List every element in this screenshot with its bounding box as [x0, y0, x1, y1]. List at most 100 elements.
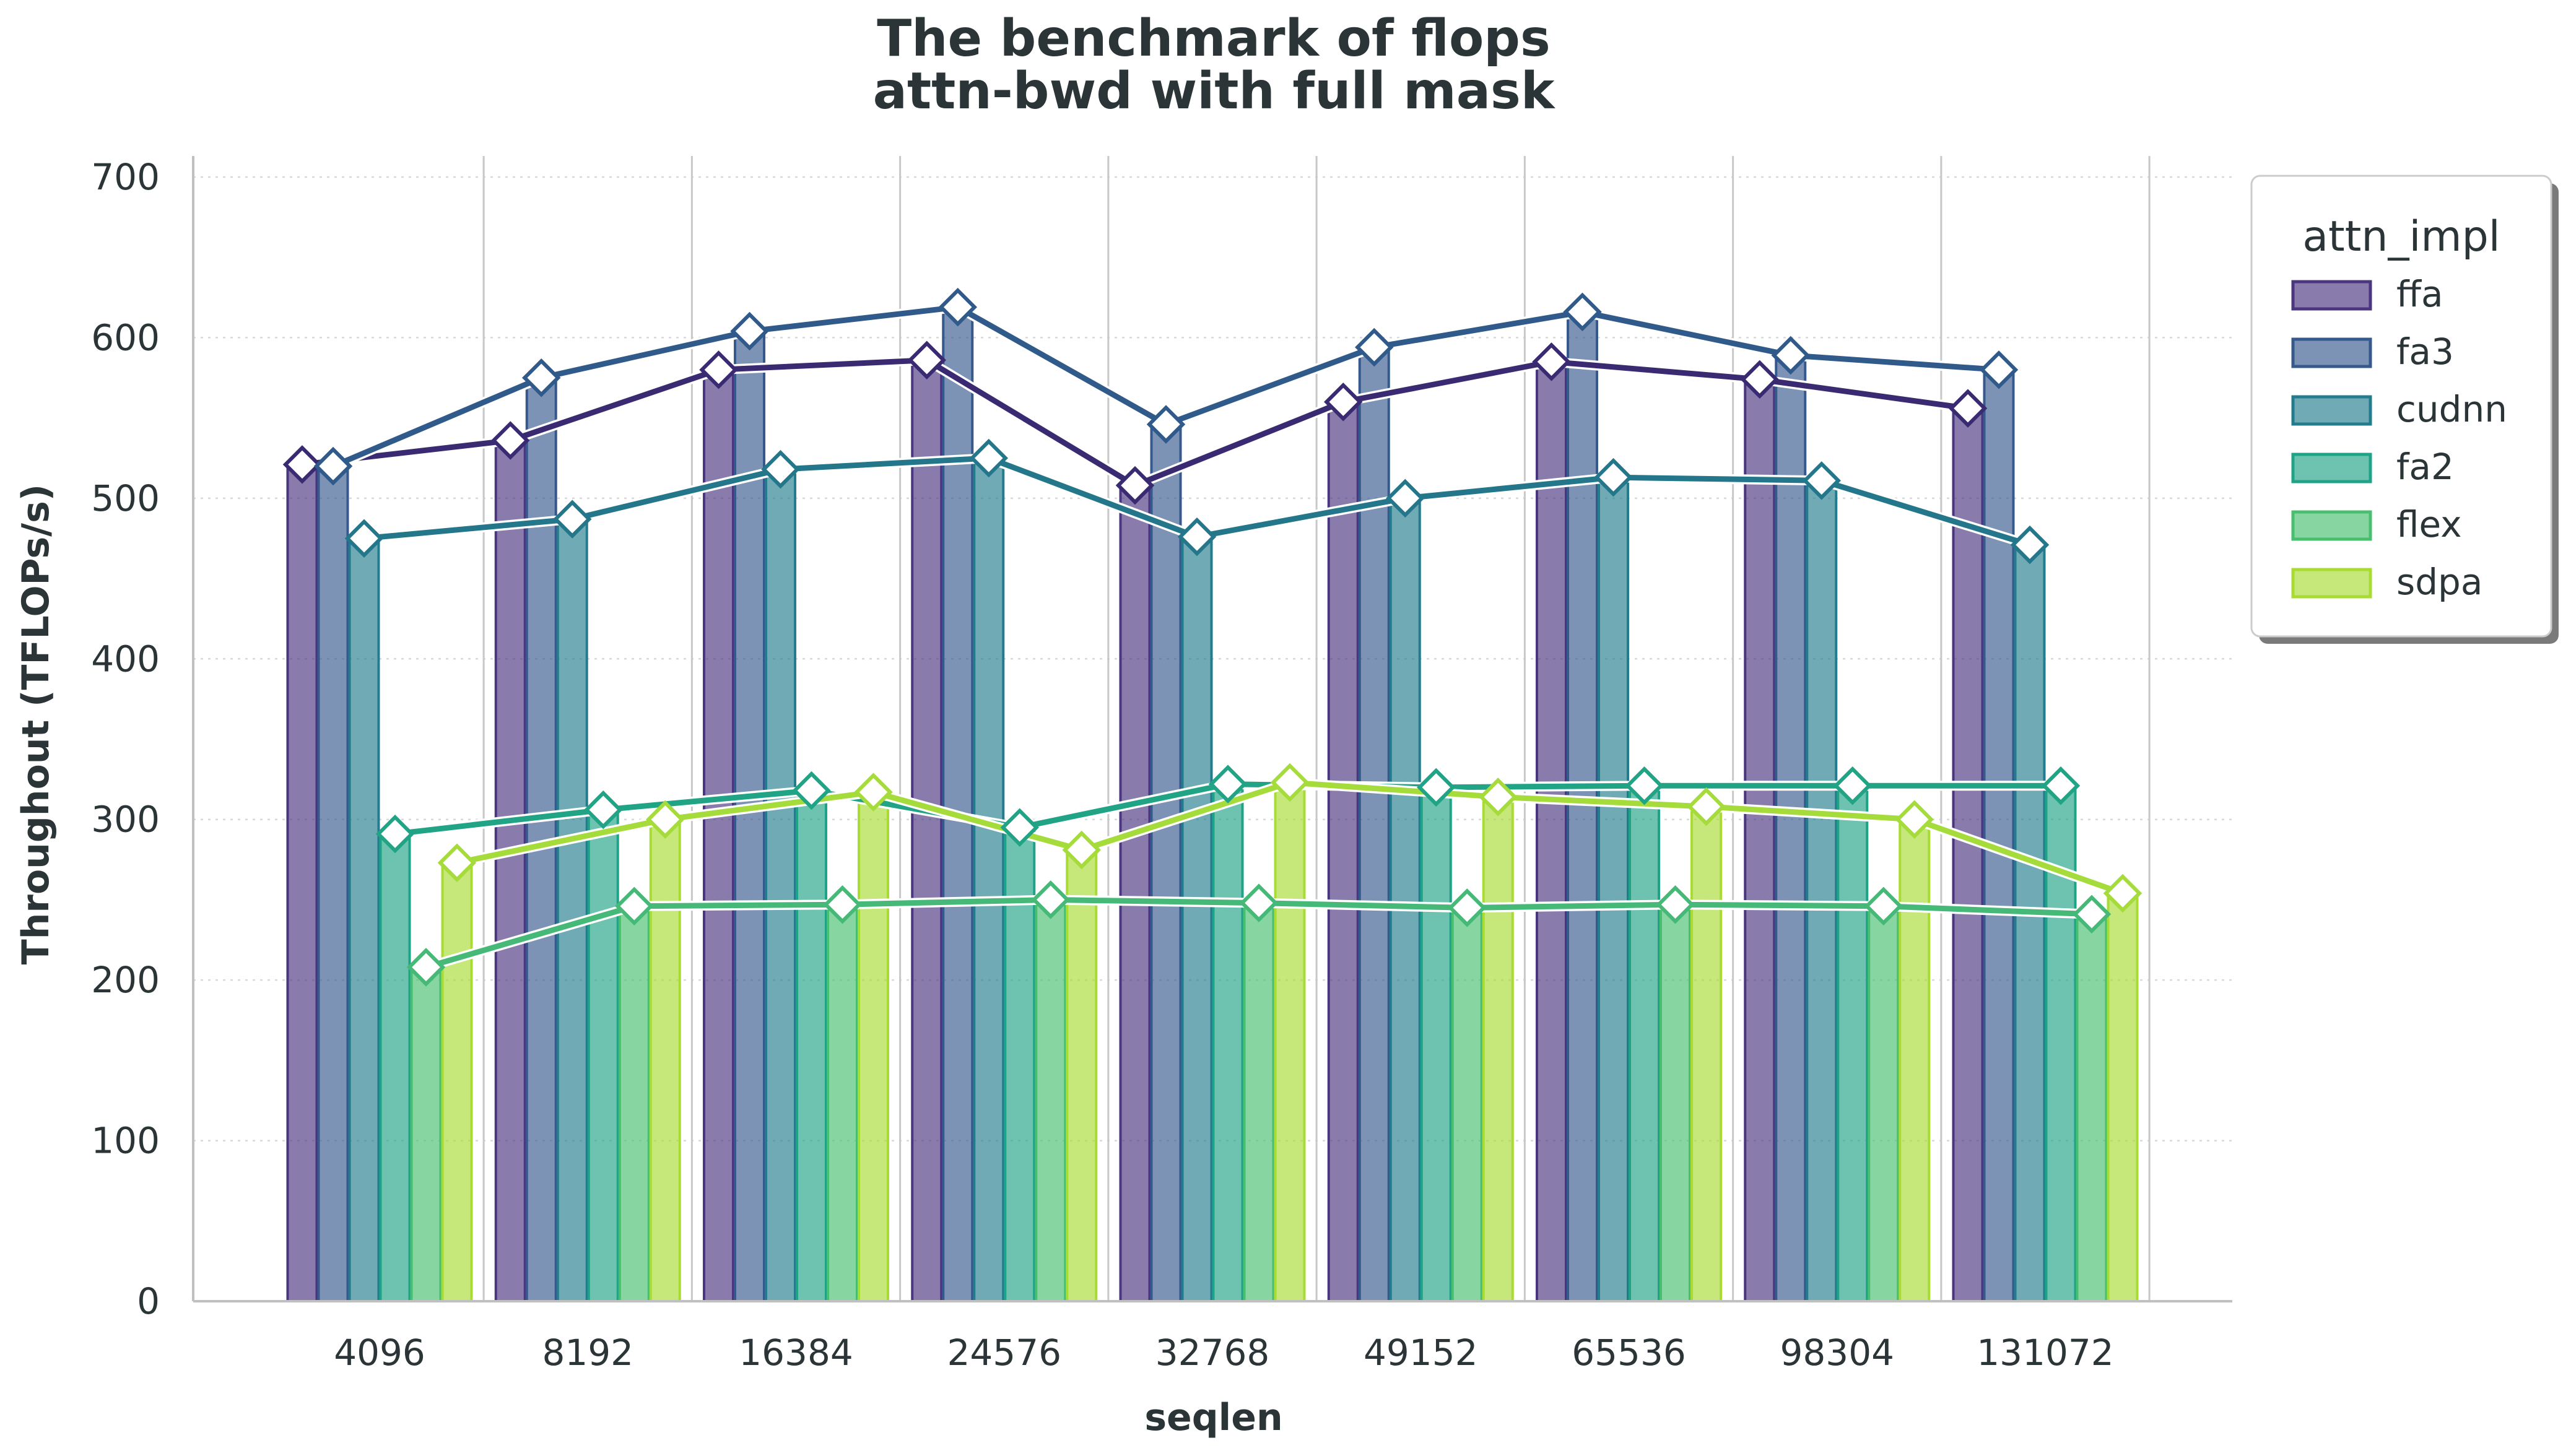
marker-ffa [1948, 389, 1988, 428]
series-markers [282, 287, 2142, 987]
legend-label-fa3: fa3 [2396, 331, 2454, 373]
bar-fa2 [587, 808, 619, 1302]
bar-cudnn [765, 468, 796, 1302]
bar-ffa [286, 463, 318, 1302]
bar-ffa [1952, 407, 1984, 1302]
bar-fa2 [1629, 784, 1660, 1302]
marker-fa2 [1000, 808, 1039, 847]
marker-ffa [1740, 360, 1779, 399]
x-tick-label: 98304 [1780, 1332, 1894, 1374]
y-tick-label: 300 [91, 799, 160, 841]
x-tick-label: 49152 [1364, 1332, 1478, 1374]
legend: attn_impl ffa fa3 cudnn fa2 flex sdpa [2250, 175, 2559, 644]
bar-fa2 [796, 789, 827, 1302]
bar-flex [1660, 903, 1691, 1302]
x-tick-label: 16384 [739, 1332, 853, 1374]
marker-fa2 [1833, 766, 1872, 805]
marker-cudnn [344, 519, 384, 558]
marker-ffa [1532, 342, 1571, 381]
bar-cudnn [556, 518, 588, 1302]
x-tick-label: 65536 [1572, 1332, 1686, 1374]
legend-label-cudnn: cudnn [2396, 388, 2507, 430]
bar-flex [1035, 898, 1067, 1302]
y-axis-label: Throughout (TFLOPs/s) [14, 484, 58, 964]
marker-flex [1448, 888, 1487, 927]
legend-swatch-ffa [2291, 280, 2372, 311]
marker-sdpa [1062, 830, 1101, 870]
y-tick-label: 0 [137, 1280, 160, 1322]
legend-items: ffa fa3 cudnn fa2 flex sdpa [2291, 273, 2507, 603]
tick-labels: 0 100 200 300 400 500 600 700 4096 8192 16384 24576… [91, 156, 2113, 1374]
marker-sdpa [1687, 787, 1726, 826]
bar-fa3 [1358, 345, 1390, 1302]
y-tick-label: 100 [91, 1120, 160, 1162]
x-tick-label: 24576 [947, 1332, 1061, 1374]
bar-cudnn [973, 457, 1005, 1302]
marker-fa2 [1625, 766, 1664, 805]
bar-ffa [1119, 484, 1151, 1302]
bar-sdpa [1899, 818, 1931, 1302]
bar-flex [2076, 912, 2108, 1302]
bar-sdpa [1066, 849, 1098, 1302]
marker-fa3 [1355, 327, 1394, 367]
marker-sdpa [1270, 763, 1310, 802]
legend-swatch-fa2 [2291, 453, 2372, 483]
marker-cudnn [1802, 461, 1841, 500]
marker-fa3 [730, 311, 769, 351]
bar-cudnn [1389, 496, 1421, 1302]
bar-cudnn [2014, 544, 2046, 1302]
marker-ffa [907, 340, 946, 379]
marker-ffa [699, 350, 738, 389]
bar-flex [1868, 904, 1900, 1302]
bar-cudnn [1181, 535, 1213, 1302]
marker-sdpa [1479, 778, 1518, 817]
bar-fa3 [317, 464, 349, 1302]
marker-cudnn [2010, 525, 2050, 565]
marker-ffa [1115, 466, 1155, 505]
bar-ffa [1327, 401, 1359, 1303]
bar-cudnn [1598, 476, 1629, 1302]
legend-label-ffa: ffa [2396, 273, 2443, 315]
bar-sdpa [649, 818, 681, 1302]
bar-ffa [703, 368, 734, 1302]
y-tick-label: 500 [91, 477, 160, 519]
marker-flex [2072, 895, 2112, 934]
marker-ffa [282, 445, 322, 484]
x-tick-label: 32768 [1155, 1332, 1270, 1374]
x-tick-label: 4096 [334, 1332, 425, 1374]
marker-fa2 [584, 790, 623, 830]
bar-sdpa [858, 791, 889, 1302]
bar-fa3 [1150, 423, 1182, 1302]
bar-flex [827, 903, 858, 1302]
marker-cudnn [1386, 479, 1425, 518]
marker-fa3 [938, 287, 977, 327]
bar-fa2 [1212, 782, 1244, 1302]
bar-cudnn [1806, 479, 1838, 1303]
y-tick-label: 400 [91, 638, 160, 680]
marker-flex [406, 948, 446, 987]
y-tick-label: 200 [91, 959, 160, 1001]
marker-fa3 [313, 446, 353, 486]
marker-sdpa [2103, 873, 2142, 913]
marker-fa2 [792, 771, 831, 810]
legend-swatch-fa3 [2291, 337, 2372, 368]
marker-cudnn [1177, 517, 1217, 557]
bars [286, 306, 2139, 1303]
bar-cudnn [348, 537, 380, 1303]
marker-flex [615, 886, 654, 926]
marker-cudnn [553, 500, 592, 539]
legend-swatch-cudnn [2291, 395, 2372, 426]
marker-sdpa [646, 800, 685, 839]
chart-subtitle: attn-bwd with full mask [873, 62, 1556, 121]
bar-sdpa [441, 861, 473, 1302]
marker-sdpa [854, 773, 893, 812]
bar-sdpa [1274, 781, 1306, 1302]
marker-fa2 [1208, 765, 1248, 804]
marker-sdpa [437, 843, 477, 883]
legend-label-sdpa: sdpa [2396, 561, 2482, 603]
marker-fa3 [1563, 292, 1602, 332]
bar-fa2 [1420, 786, 1452, 1303]
bar-fa3 [1567, 310, 1598, 1302]
bar-flex [618, 904, 650, 1302]
